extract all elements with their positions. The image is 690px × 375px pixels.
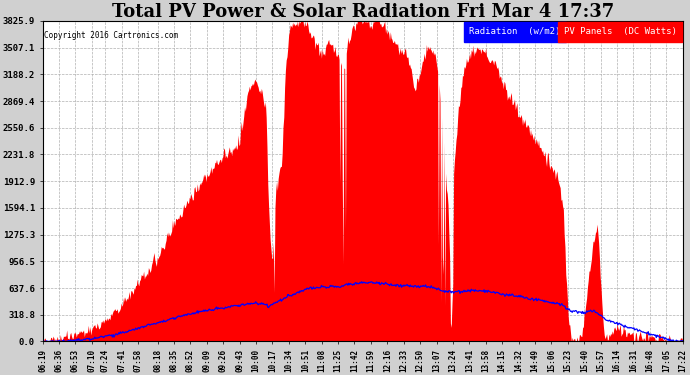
Legend: Radiation  (w/m2), PV Panels  (DC Watts): Radiation (w/m2), PV Panels (DC Watts) xyxy=(468,26,678,38)
Title: Total PV Power & Solar Radiation Fri Mar 4 17:37: Total PV Power & Solar Radiation Fri Mar… xyxy=(112,3,614,21)
Text: Copyright 2016 Cartronics.com: Copyright 2016 Cartronics.com xyxy=(44,30,178,39)
